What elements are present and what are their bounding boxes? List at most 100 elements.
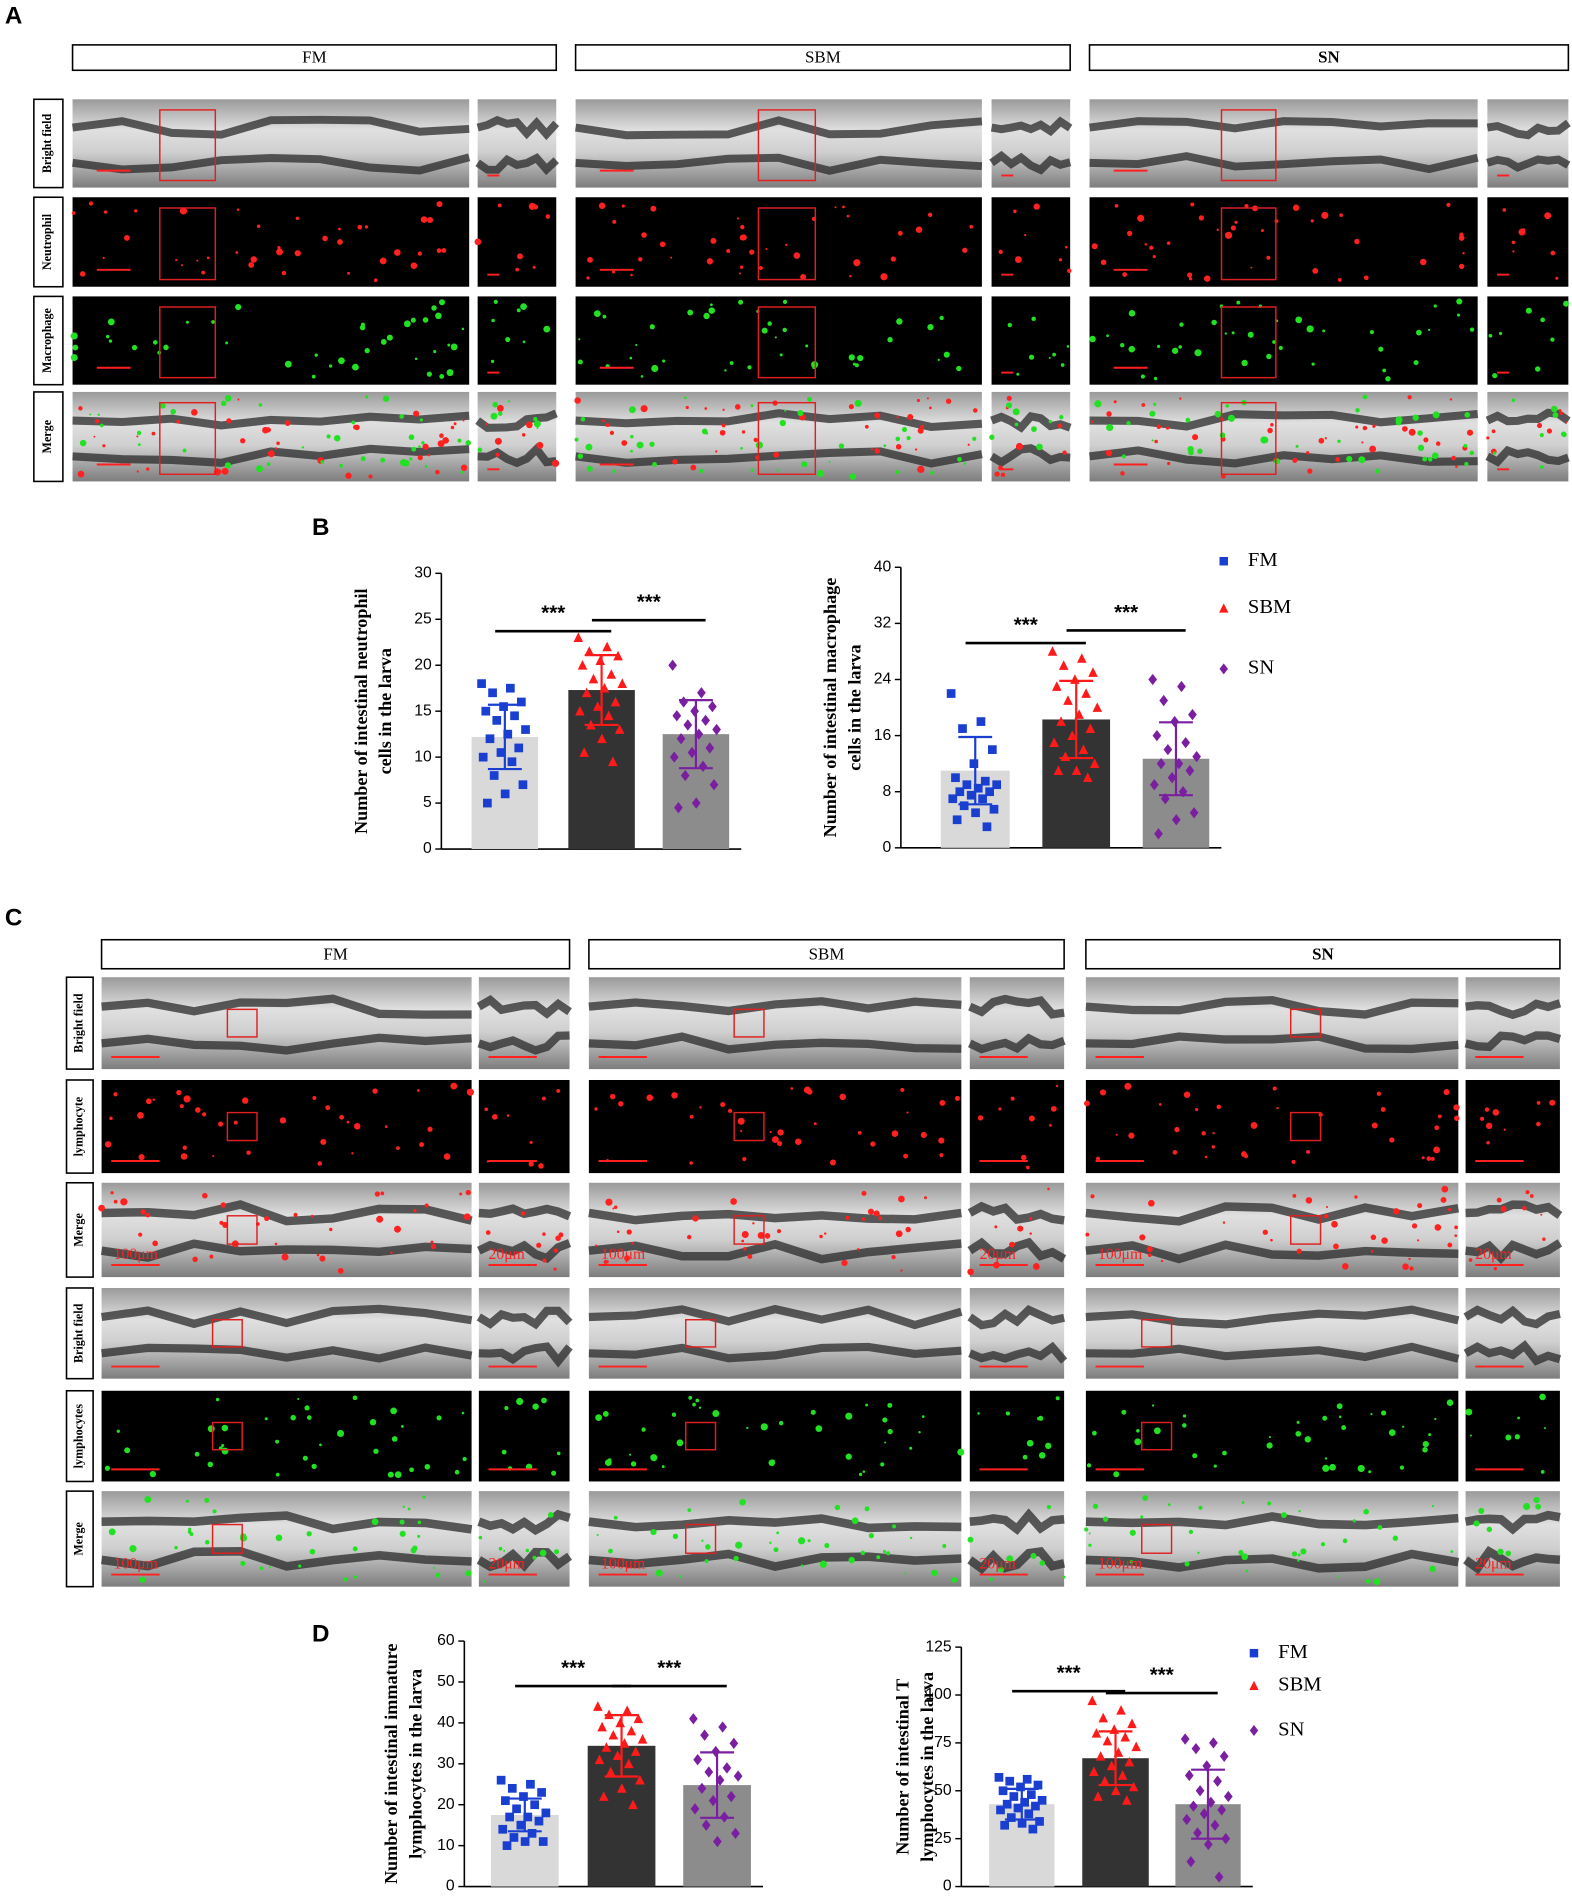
cell-signal	[1031, 316, 1036, 322]
data-point	[602, 641, 612, 652]
cell-signal	[705, 431, 709, 435]
data-point	[1184, 1769, 1194, 1782]
cell-signal	[1204, 1155, 1208, 1159]
cell-signal	[1096, 1156, 1100, 1161]
cell-signal	[183, 1095, 191, 1103]
tissue-band	[101, 1304, 473, 1329]
cell-signal	[1496, 1197, 1502, 1203]
cell-signal	[345, 472, 352, 479]
cell-signal	[212, 1509, 217, 1514]
data-point	[498, 1824, 508, 1834]
cell-signal	[1055, 1396, 1060, 1401]
cell-signal	[461, 327, 465, 331]
cell-signal	[1458, 263, 1465, 270]
cell-signal	[1048, 356, 1051, 359]
cell-signal	[256, 224, 261, 229]
data-point	[1089, 758, 1100, 769]
cell-signal	[672, 1533, 679, 1539]
y-axis-label: Number of intestinal macrophage	[820, 578, 840, 838]
cell-signal	[1272, 1086, 1277, 1091]
data-point	[1087, 1695, 1098, 1706]
cell-signal	[1006, 1555, 1014, 1563]
cell-signal	[281, 1253, 289, 1261]
cell-signal	[495, 452, 500, 457]
cell-signal	[275, 1472, 280, 1477]
cell-signal	[435, 1572, 441, 1578]
cell-signal	[250, 256, 257, 263]
cell-signal	[1372, 424, 1376, 428]
cell-signal	[1129, 1529, 1136, 1536]
cell-signal	[765, 247, 768, 251]
cell-signal	[1128, 309, 1136, 317]
scale-label: 100μm	[114, 1246, 158, 1263]
data-point	[1000, 1820, 1009, 1830]
cell-signal	[1385, 376, 1391, 382]
cell-signal	[618, 1101, 624, 1107]
micrograph	[1088, 99, 1479, 188]
data-point	[704, 1766, 714, 1778]
data-point	[617, 1783, 627, 1793]
cell-signal	[538, 1163, 544, 1169]
data-point	[541, 1808, 551, 1818]
tissue-band	[588, 1549, 962, 1571]
roi-box	[159, 109, 217, 182]
cell-signal	[221, 1443, 225, 1447]
roi-box	[211, 1318, 243, 1348]
roi-box	[757, 401, 817, 475]
cell-signal	[268, 1566, 271, 1569]
image-bg	[969, 1287, 1065, 1379]
cell-signal	[108, 1528, 116, 1536]
cell-signal	[460, 470, 464, 474]
image-bg	[477, 391, 557, 482]
data-point	[693, 1754, 703, 1766]
error-bar	[1059, 679, 1094, 760]
cell-signal	[1106, 423, 1114, 432]
cell-signal	[399, 414, 404, 419]
cell-signal	[1430, 1156, 1435, 1161]
cell-signal	[185, 320, 189, 324]
cell-signal	[408, 434, 415, 441]
cell-signal	[1562, 432, 1567, 438]
cell-signal	[182, 1145, 187, 1150]
micrograph	[98, 1182, 473, 1278]
cell-signal	[373, 1448, 379, 1454]
micrograph	[588, 1079, 962, 1174]
cell-signal	[201, 270, 205, 275]
y-tick-label: 20	[414, 656, 432, 673]
significance-label: ***	[1014, 614, 1038, 637]
legend-label: FM	[1278, 1641, 1308, 1663]
cell-signal	[1241, 1553, 1249, 1561]
cell-signal	[1274, 458, 1281, 465]
cell-signal	[609, 430, 615, 435]
cell-signal	[738, 272, 741, 275]
cell-signal	[1083, 1100, 1090, 1107]
cell-signal	[1543, 1427, 1546, 1430]
cell-signal	[276, 248, 284, 256]
data-point	[726, 1790, 736, 1803]
image-bg	[101, 1079, 472, 1174]
cell-signal	[609, 1093, 616, 1100]
cell-signal	[328, 364, 333, 368]
legend-marker	[1219, 603, 1229, 613]
cell-signal	[951, 1577, 958, 1583]
cell-signal	[977, 1115, 984, 1121]
cell-signal	[417, 1089, 420, 1092]
cell-signal	[892, 1524, 897, 1529]
cell-signal	[264, 1417, 268, 1421]
data-point	[516, 1820, 526, 1830]
image-bg	[101, 977, 472, 1070]
micrograph	[1486, 99, 1571, 188]
tissue-band	[477, 442, 557, 468]
y-tick-label: 24	[874, 671, 892, 688]
cell-signal	[1370, 1413, 1373, 1416]
cell-signal	[920, 1131, 927, 1139]
cell-signal	[1550, 405, 1558, 413]
cell-signal	[1463, 443, 1468, 448]
cell-signal	[215, 1397, 220, 1402]
micrograph	[1085, 1390, 1459, 1482]
micrograph	[72, 391, 471, 482]
cell-signal	[1539, 465, 1544, 469]
cell-signal	[474, 238, 482, 246]
cell-signal	[463, 1213, 471, 1221]
cell-signal	[1055, 1084, 1059, 1088]
